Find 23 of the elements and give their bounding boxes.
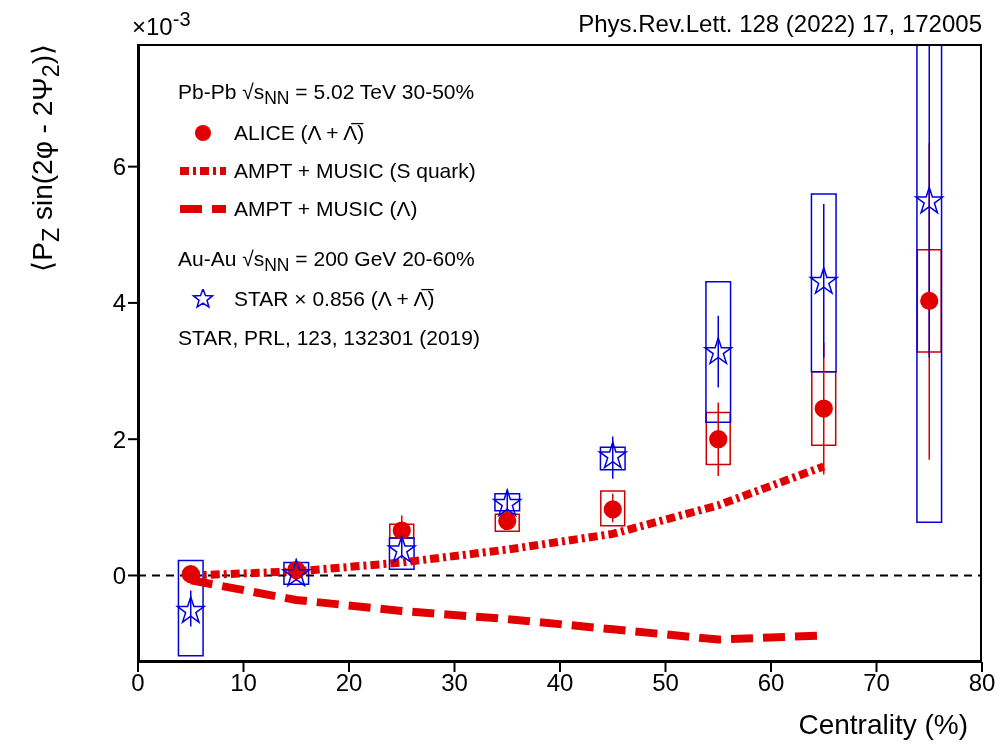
annotation: Pb-Pb √s$_{NN}$ = 5.02 TeV 30-50%: [178, 78, 475, 110]
x-tick-label: 20: [335, 669, 363, 697]
text: ×10$^{-3}$: [132, 8, 191, 40]
x-tick-label: 10: [230, 669, 257, 697]
x-tick-label: 60: [757, 669, 785, 697]
x-tick-label: 80: [968, 669, 996, 697]
legend-label: ALICE (Λ + Λ̅): [234, 121, 365, 145]
x-tick-label: 40: [546, 669, 574, 697]
legend-label: AMPT + MUSIC (Λ): [234, 197, 418, 221]
annotation: Au-Au √s$_{NN}$ = 200 GeV 20-60%: [178, 245, 475, 276]
annotation: STAR, PRL, 123, 132301 (2019): [178, 325, 480, 351]
legend-label: AMPT + MUSIC (S quark): [234, 159, 476, 183]
text: Phys.Rev.Lett. 128 (2022) 17, 172005: [578, 10, 982, 37]
y-tick-label: 4: [112, 289, 126, 317]
y-tick-label: 6: [112, 153, 126, 181]
x-tick-label: 0: [131, 669, 145, 697]
x-tick-label: 50: [652, 669, 679, 697]
x-tick-label: 30: [441, 669, 468, 697]
legend-label: STAR × 0.856 (Λ + Λ̅): [234, 287, 435, 311]
y-tick-label: 2: [112, 425, 126, 453]
y-tick-label: 0: [112, 561, 126, 589]
x-tick-label: 70: [863, 669, 890, 697]
x-axis-title: Centrality (%): [798, 709, 968, 740]
